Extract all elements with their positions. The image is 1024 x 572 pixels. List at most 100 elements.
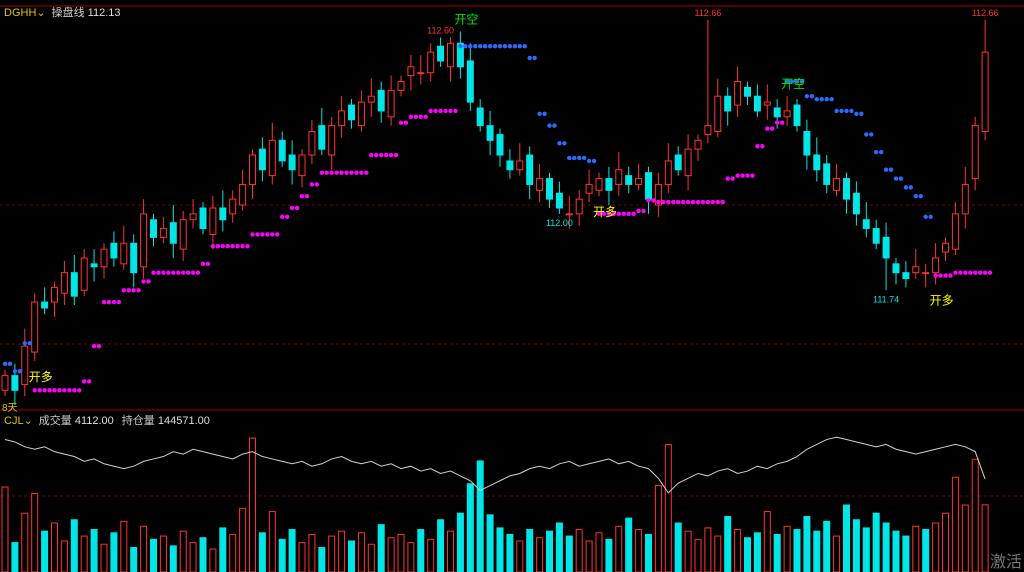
sar-dot [497, 44, 503, 49]
sar-dot [577, 155, 582, 161]
candle-down [882, 236, 890, 259]
candle-down [892, 263, 900, 274]
candle-up [229, 198, 237, 215]
sar-dot [948, 273, 953, 278]
sar-dot [968, 270, 973, 275]
sar-dot [581, 155, 587, 161]
candle-up [763, 101, 771, 106]
low-label: 112.00 [546, 218, 573, 228]
volume-bar [278, 538, 286, 572]
candle-up [60, 272, 68, 294]
candle-down [41, 301, 49, 309]
sar-dot [666, 199, 671, 205]
sar-dot [408, 114, 414, 120]
candle-up [447, 42, 454, 68]
sar-dot [958, 270, 963, 275]
sar-dot [364, 170, 369, 175]
volume-bar [922, 529, 930, 572]
volume-bar [932, 522, 940, 572]
candle-up [714, 95, 722, 133]
sar-dot [839, 108, 844, 114]
candle-down [466, 60, 474, 103]
volume-bar [526, 529, 534, 572]
sar-dot [121, 288, 127, 293]
sar-dot [700, 199, 706, 205]
candle-up [357, 101, 365, 127]
sar-dot [349, 170, 354, 175]
sar-dot [621, 211, 626, 217]
sar-dot [413, 114, 419, 120]
volume-bar [961, 504, 969, 572]
sar-dot [304, 194, 310, 199]
sar-dot [62, 388, 67, 393]
volume-bar [11, 542, 19, 572]
candle-up [942, 242, 949, 253]
candle-down [199, 207, 207, 230]
sar-dot [369, 152, 374, 158]
candle-down [219, 207, 227, 221]
sar-dot [230, 244, 235, 249]
sar-dot [844, 108, 849, 114]
volume-bar [298, 542, 306, 572]
sar-dot [819, 96, 824, 102]
volume-bar [496, 527, 504, 572]
sar-dot [7, 361, 13, 367]
sar-dot [240, 244, 245, 249]
volume-bar [189, 542, 197, 572]
candle-up [932, 257, 940, 274]
sar-dot [715, 199, 720, 205]
sar-dot [878, 149, 884, 155]
signal-long: 开多 [593, 205, 617, 219]
sar-dot [314, 182, 320, 187]
sar-dot [379, 152, 384, 158]
signal-long: 开多 [930, 293, 954, 307]
candle-up [80, 257, 88, 291]
volume-indicator-code[interactable]: CJL [4, 415, 24, 427]
price-indicator-code[interactable]: DGHH [4, 7, 37, 19]
volume-bar [615, 525, 623, 572]
sar-dot [745, 173, 750, 178]
sar-dot [215, 244, 221, 249]
candle-up [961, 183, 969, 215]
candle-down [169, 222, 177, 244]
volume-bar [288, 529, 296, 572]
volume-bar [437, 519, 445, 572]
candle-up [249, 154, 256, 185]
signal-long: 开多 [29, 370, 53, 384]
sar-dot [888, 167, 894, 172]
volume-bar [555, 522, 563, 572]
volume-bar [714, 535, 722, 572]
sar-dot [512, 44, 518, 49]
sar-dot [32, 388, 37, 393]
sar-dot [908, 185, 914, 190]
candle-down [803, 131, 811, 156]
volume-bar [793, 529, 801, 572]
sar-dot [12, 368, 18, 374]
sar-dot [616, 211, 621, 217]
sar-dot [779, 120, 785, 125]
sar-dot [982, 270, 988, 275]
chevron-down-icon[interactable]: ⌄ [36, 7, 46, 19]
sar-dot [646, 198, 651, 203]
sar-dot [47, 388, 52, 393]
sar-dot [517, 44, 522, 49]
sar-dot [478, 44, 483, 49]
sar-dot [151, 270, 156, 275]
sar-dot [22, 341, 27, 346]
sar-dot [225, 244, 230, 249]
sar-dot [794, 79, 800, 84]
sar-dot [557, 141, 562, 146]
sar-dot [789, 79, 795, 84]
sar-dot [606, 211, 612, 217]
candle-down [70, 272, 78, 297]
volume-bar [219, 527, 227, 572]
sar-dot [591, 158, 597, 164]
sar-dot [770, 126, 775, 131]
candle-up [536, 178, 544, 191]
candle-down [377, 89, 385, 112]
volume-bar [773, 533, 781, 572]
chevron-down-icon[interactable]: ⌄ [23, 415, 33, 427]
sar-dot [487, 44, 493, 49]
candle-down [526, 154, 534, 185]
candle-up [31, 301, 39, 353]
